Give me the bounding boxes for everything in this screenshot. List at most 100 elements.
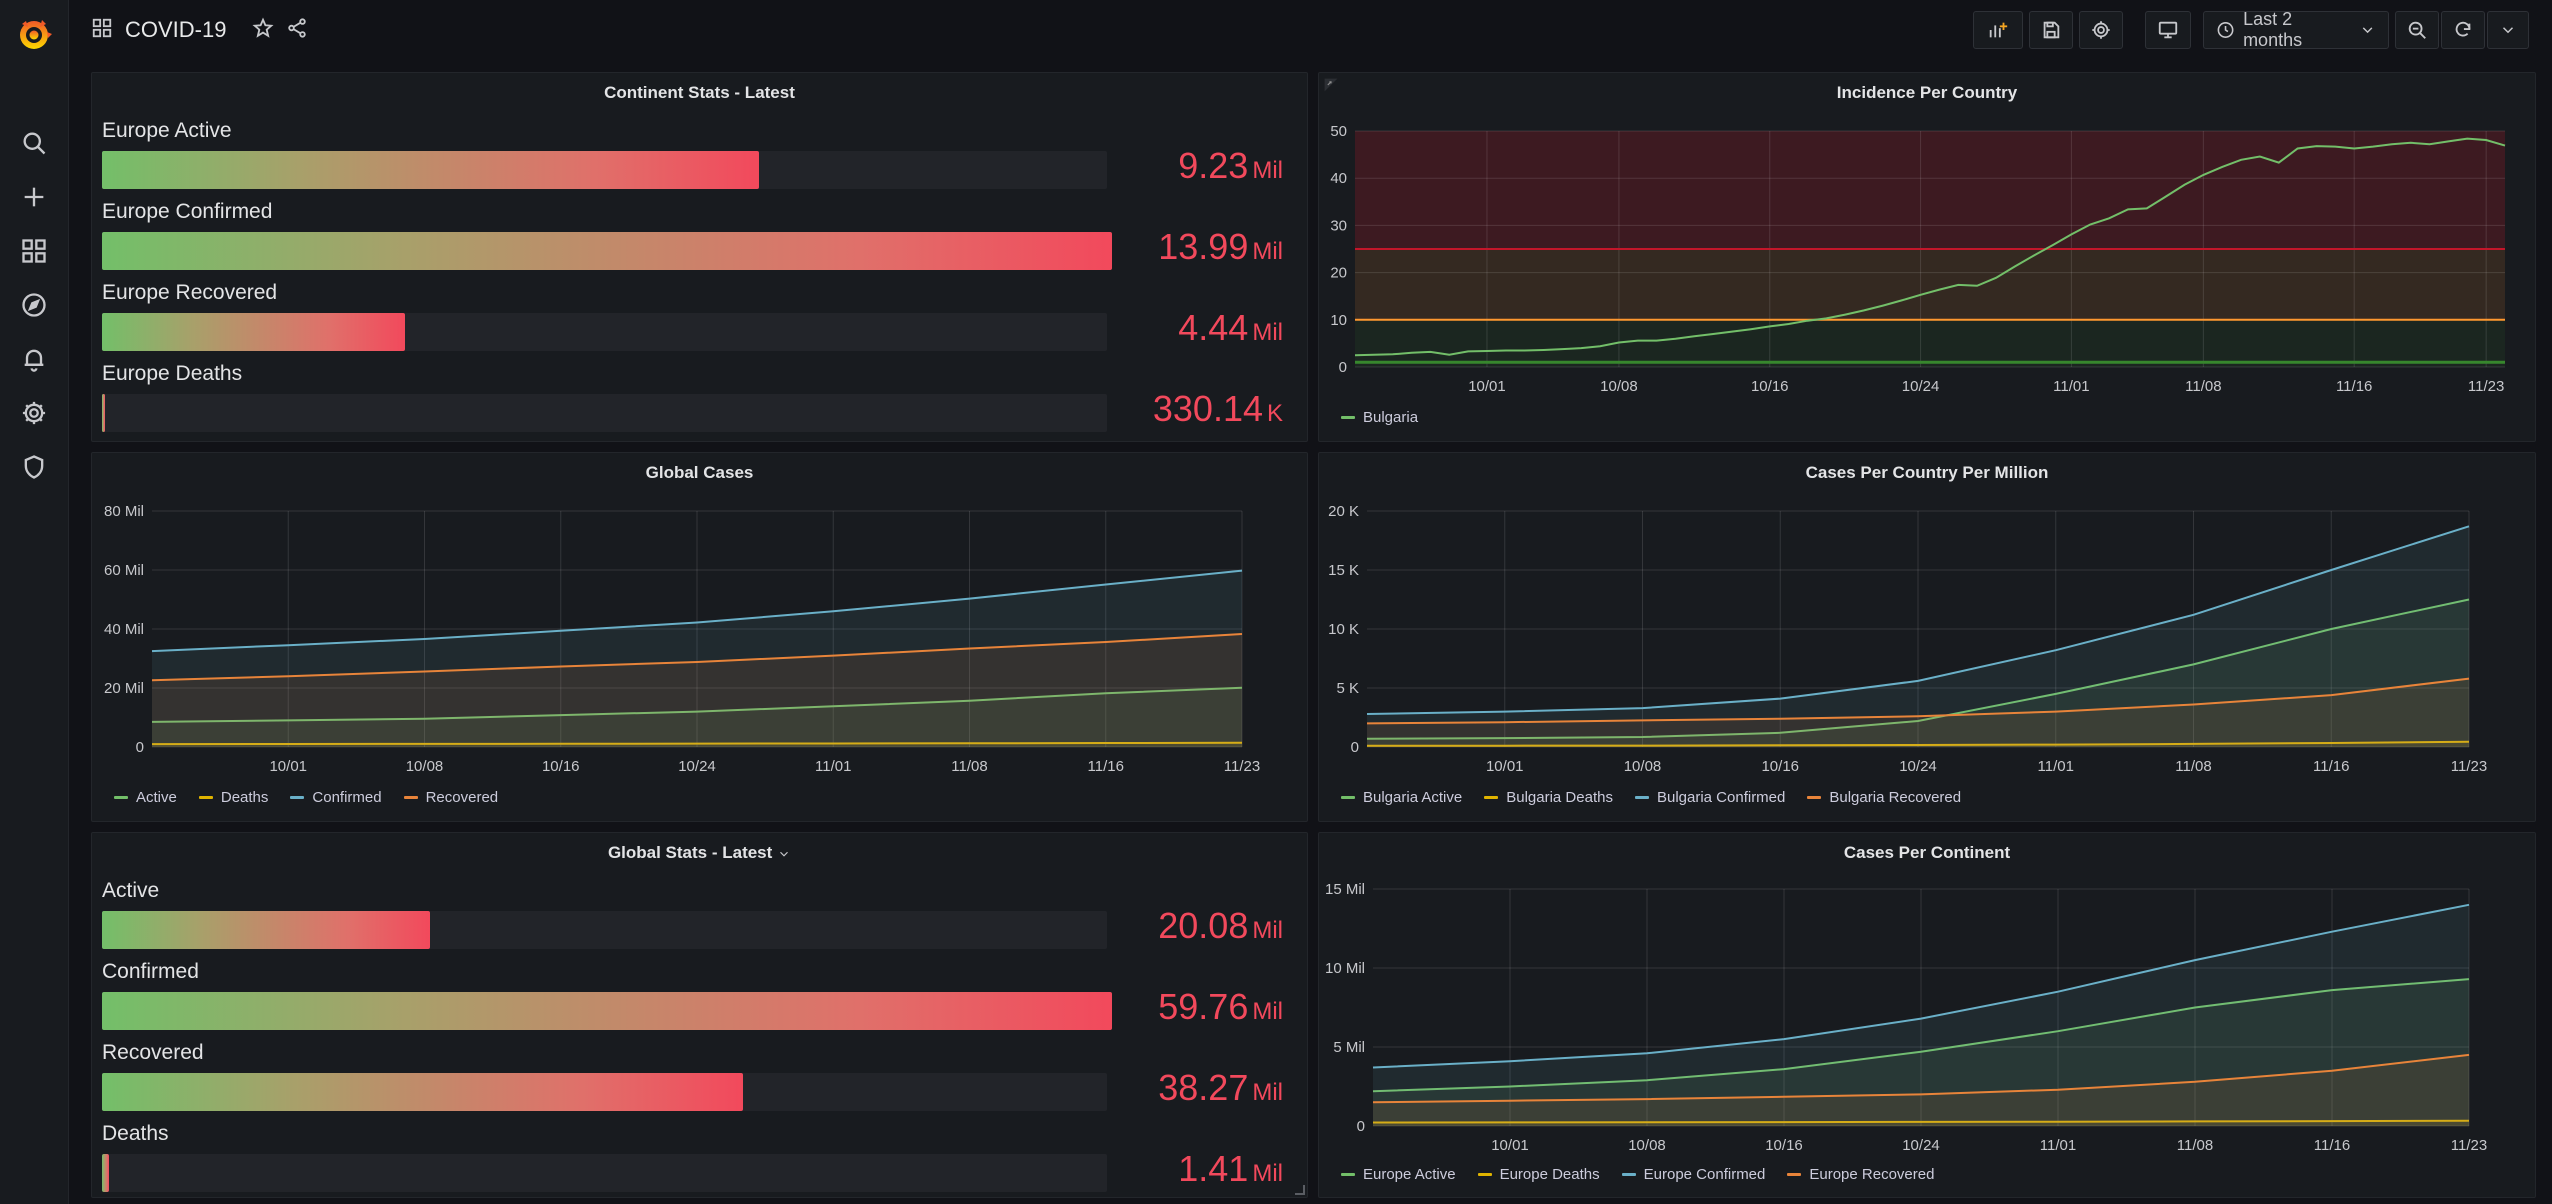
- y-tick-label: 0: [136, 739, 144, 756]
- panel-title[interactable]: Cases Per Country Per Million: [1805, 463, 2049, 482]
- legend-item[interactable]: Bulgaria Active: [1341, 789, 1462, 806]
- legend-swatch: [1341, 1173, 1355, 1176]
- series-area: [152, 687, 1242, 747]
- series-area: [1367, 526, 2469, 747]
- series-line[interactable]: [1372, 1119, 2470, 1124]
- time-range-picker[interactable]: Last 2 months: [2203, 9, 2389, 50]
- legend-swatch: [1341, 416, 1355, 419]
- series-line[interactable]: [151, 569, 1243, 653]
- legend-item[interactable]: Bulgaria: [1341, 409, 1418, 426]
- gear-icon: [2092, 21, 2110, 39]
- x-tick-label: 11/16: [1088, 758, 1124, 775]
- clock-icon: [2217, 22, 2234, 38]
- legend-swatch: [1477, 1173, 1492, 1176]
- dashboard-settings-button[interactable]: [2079, 11, 2123, 49]
- chart-legend: Bulgaria Active Bulgaria Deaths Bulgaria C…: [1341, 789, 1961, 806]
- threshold-zone-orange: [1355, 249, 2505, 320]
- alerting-bell-icon[interactable]: [19, 344, 49, 374]
- panel-title[interactable]: Global Stats - Latest: [92, 843, 1307, 863]
- search-icon[interactable]: [19, 128, 49, 158]
- add-panel-button[interactable]: [1973, 11, 2023, 49]
- series-line[interactable]: [1354, 137, 2506, 357]
- x-tick-label: 10/08: [1600, 378, 1638, 395]
- plus-icon[interactable]: [19, 182, 49, 212]
- legend-label: Europe Active: [1363, 1166, 1456, 1183]
- x-tick-label: 10/01: [1491, 1137, 1529, 1154]
- x-tick-label: 10/24: [1902, 378, 1940, 395]
- series-line[interactable]: [151, 686, 1243, 723]
- threshold-zone-green: [1355, 319, 2505, 367]
- legend-swatch: [1807, 796, 1822, 799]
- legend-item[interactable]: Europe Recovered: [1787, 1166, 1934, 1183]
- zoom-out-icon: [2408, 21, 2426, 39]
- dashboard-grid-icon: [91, 17, 113, 44]
- explore-compass-icon[interactable]: [19, 290, 49, 320]
- cases-per-million-panel: Cases Per Country Per Million 0 5 K 10 K 15…: [1318, 452, 2536, 822]
- dashboard-header: COVID-19: [91, 14, 308, 46]
- cases-per-continent-chart[interactable]: 0 5 Mil 10 Mil 15 Mil 10/01 10/08 10/16 10/24 11…: [1319, 833, 2536, 1198]
- dashboard-title[interactable]: COVID-19: [125, 17, 227, 42]
- resize-handle-icon[interactable]: [1295, 1185, 1305, 1195]
- legend-item[interactable]: Europe Confirmed: [1621, 1166, 1765, 1183]
- legend-swatch: [1341, 796, 1355, 799]
- panel-link-icon[interactable]: [1323, 77, 1343, 97]
- save-dashboard-button[interactable]: [2029, 11, 2073, 49]
- bar-gauge-number: 59.76: [1158, 986, 1249, 1027]
- zoom-out-button[interactable]: [2395, 11, 2439, 49]
- legend-item[interactable]: Europe Deaths: [1477, 1166, 1600, 1183]
- bar-gauge-track: [102, 992, 1112, 1030]
- bar-gauge-unit: K: [1266, 400, 1283, 427]
- bar-gauge-label: Europe Recovered: [102, 281, 278, 304]
- panel-title[interactable]: Global Cases: [645, 463, 754, 482]
- series-line[interactable]: [1366, 598, 2470, 740]
- series-line[interactable]: [151, 633, 1243, 682]
- global-cases-chart[interactable]: 0 20 Mil 40 Mil 60 Mil 80 Mil 10/01 10/08 10/16…: [92, 453, 1308, 822]
- add-panel-icon: [1989, 22, 2008, 38]
- incidence-chart[interactable]: 0 10 20 30 40 50 10/01 10/08 10/16 10/24 11/01 11/0…: [1319, 73, 2536, 442]
- legend-item[interactable]: Recovered: [403, 789, 498, 806]
- bar-gauge-value: 13.99 Mil: [1158, 226, 1283, 268]
- cases-per-million-chart[interactable]: 0 5 K 10 K 15 K 20 K 10/01 10/08 10/16 10/24 11/0…: [1319, 453, 2536, 822]
- series-line[interactable]: [1372, 903, 2470, 1069]
- bar-gauge-value: 9.23 Mil: [1178, 145, 1283, 187]
- series-line[interactable]: [1366, 525, 2470, 715]
- x-tick-label: 10/24: [1902, 1137, 1940, 1154]
- grafana-logo-icon[interactable]: [14, 14, 54, 54]
- legend-swatch: [403, 796, 418, 799]
- series-line[interactable]: [1372, 1053, 2470, 1104]
- series-line[interactable]: [1366, 677, 2470, 725]
- share-icon[interactable]: [286, 17, 308, 44]
- shield-icon[interactable]: [19, 452, 49, 482]
- legend-item[interactable]: Active: [114, 789, 177, 806]
- legend-label: Deaths: [220, 789, 269, 806]
- x-tick-label: 10/01: [269, 758, 307, 775]
- dashboards-icon[interactable]: [19, 236, 49, 266]
- panel-title[interactable]: Incidence Per Country: [1836, 83, 2018, 102]
- settings-gear-icon[interactable]: [19, 398, 49, 428]
- series-line[interactable]: [151, 741, 1243, 746]
- series-line[interactable]: [1366, 740, 2470, 747]
- legend-item[interactable]: Bulgaria Confirmed: [1634, 789, 1785, 806]
- panel-title[interactable]: Continent Stats - Latest: [604, 83, 795, 102]
- bar-gauge-number: 4.44: [1178, 307, 1249, 348]
- legend-item[interactable]: Bulgaria Recovered: [1807, 789, 1961, 806]
- panel-title[interactable]: Cases Per Continent: [1843, 843, 2011, 862]
- legend-item[interactable]: Confirmed: [290, 789, 382, 806]
- x-tick-label: 11/23: [2451, 758, 2487, 775]
- series-area: [152, 570, 1242, 747]
- cycle-view-mode-button[interactable]: [2145, 11, 2191, 49]
- bar-gauge-number: 20.08: [1158, 905, 1249, 946]
- legend-swatch: [1634, 796, 1649, 799]
- legend-item[interactable]: Bulgaria Deaths: [1484, 789, 1613, 806]
- legend-item[interactable]: Deaths: [198, 789, 269, 806]
- refresh-interval-dropdown[interactable]: [2487, 11, 2529, 49]
- bar-gauge-label: Active: [102, 879, 160, 902]
- series-line[interactable]: [1372, 978, 2470, 1093]
- legend-label: Bulgaria Active: [1363, 789, 1463, 806]
- x-tick-label: 11/01: [2053, 378, 2089, 395]
- legend-label: Active: [136, 789, 177, 806]
- legend-item[interactable]: Europe Active: [1341, 1166, 1456, 1183]
- refresh-button[interactable]: [2441, 11, 2485, 49]
- star-icon[interactable]: [252, 16, 275, 44]
